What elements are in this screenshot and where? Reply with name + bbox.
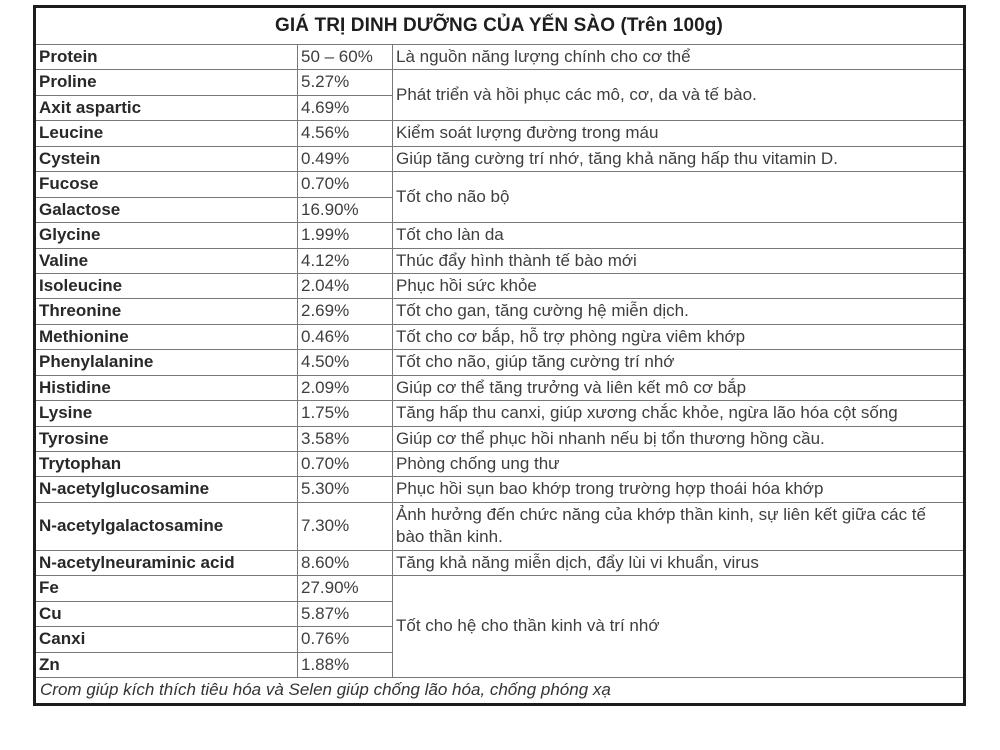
table-row: Canxi 0.76%	[34, 626, 965, 653]
table-row: Isoleucine 2.04% Phục hồi sức khỏe	[34, 272, 965, 300]
nutrient-name-cell: Fe	[34, 575, 298, 602]
nutrient-name-cell: Leucine	[34, 120, 298, 147]
nutrient-description-cell: Thúc đẩy hình thành tế bào mới	[392, 247, 965, 274]
nutrient-description-cell: Phòng chống ung thư	[392, 450, 965, 478]
nutrient-description-cell: Tăng hấp thu canxi, giúp xương chắc khỏe…	[392, 400, 965, 427]
nutrient-name-cell: Tyrosine	[34, 425, 298, 453]
footnote-row: Crom giúp kích thích tiêu hóa và Selen g…	[34, 676, 965, 705]
nutrient-value-cell: 5.27%	[297, 69, 393, 96]
nutrient-value-cell: 1.88%	[297, 651, 393, 678]
table-row: Cu 5.87%	[34, 600, 965, 628]
nutrient-value-cell: 2.04%	[297, 272, 393, 300]
nutrient-name-cell: Cu	[34, 600, 298, 628]
nutrient-name-cell: Galactose	[34, 196, 298, 224]
nutrient-name-cell: N-acetylglucosamine	[34, 476, 298, 503]
nutrient-name-cell: Threonine	[34, 298, 298, 325]
nutrient-name-cell: Lysine	[34, 400, 298, 427]
nutrient-value-cell: 0.70%	[297, 450, 393, 478]
nutrient-name-cell: Isoleucine	[34, 272, 298, 300]
table-row: Axit aspartic 4.69%	[34, 94, 965, 122]
nutrient-description-cell: Giúp cơ thể tăng trưởng và liên kết mô c…	[392, 374, 965, 402]
nutrition-table: GIÁ TRỊ DINH DƯỠNG CỦA YẾN SÀO (Trên 100…	[33, 5, 966, 706]
nutrition-table-container: GIÁ TRỊ DINH DƯỠNG CỦA YẾN SÀO (Trên 100…	[33, 5, 966, 706]
nutrient-value-cell: 16.90%	[297, 196, 393, 224]
nutrient-name-cell: Canxi	[34, 626, 298, 653]
nutrient-value-cell: 0.70%	[297, 171, 393, 198]
table-row: Phenylalanine 4.50% Tốt cho não, giúp tăng…	[34, 349, 965, 376]
nutrient-description-cell: Tốt cho gan, tăng cường hệ miễn dịch.	[392, 298, 965, 325]
nutrient-name-cell: Axit aspartic	[34, 94, 298, 122]
nutrient-value-cell: 0.49%	[297, 145, 393, 173]
nutrient-name-cell: Glycine	[34, 222, 298, 249]
nutrient-description-cell: Tốt cho não bộ	[392, 171, 965, 224]
nutrient-value-cell: 4.56%	[297, 120, 393, 147]
nutrient-value-cell: 0.76%	[297, 626, 393, 653]
nutrient-value-cell: 3.58%	[297, 425, 393, 453]
table-row: Protein 50 – 60% Là nguồn năng lượng chính…	[34, 43, 965, 71]
table-row: Proline 5.27% Phát triển và hồi phục các m…	[34, 69, 965, 122]
table-row: Histidine 2.09% Giúp cơ thể tăng trưởng và…	[34, 374, 965, 402]
nutrient-value-cell: 2.69%	[297, 298, 393, 325]
table-row: Fe 27.90% Tốt cho hệ cho thần kinh và trí …	[34, 575, 965, 678]
nutrient-description-cell: Tốt cho hệ cho thần kinh và trí nhớ	[392, 575, 965, 678]
nutrient-name-cell: Valine	[34, 247, 298, 274]
table-row: Methionine 0.46% Tốt cho cơ bắp, hỗ trợ ph…	[34, 323, 965, 351]
nutrient-description-cell: Phục hồi sức khỏe	[392, 272, 965, 300]
table-title: GIÁ TRỊ DINH DƯỠNG CỦA YẾN SÀO (Trên 100…	[34, 6, 965, 45]
table-footnote: Crom giúp kích thích tiêu hóa và Selen g…	[34, 676, 965, 705]
table-row: Valine 4.12% Thúc đẩy hình thành tế bào mớ…	[34, 247, 965, 274]
title-row: GIÁ TRỊ DINH DƯỠNG CỦA YẾN SÀO (Trên 100…	[34, 6, 965, 45]
nutrient-description-cell: Tăng khả năng miễn dịch, đẩy lùi vi khuẩ…	[392, 549, 965, 577]
nutrient-name-cell: Cystein	[34, 145, 298, 173]
nutrient-name-cell: Fucose	[34, 171, 298, 198]
nutrient-name-cell: Proline	[34, 69, 298, 96]
nutrient-description-cell: Giúp cơ thể phục hồi nhanh nếu bị tổn th…	[392, 425, 965, 453]
table-row: Glycine 1.99% Tốt cho làn da	[34, 222, 965, 249]
nutrient-description-cell: Ảnh hưởng đến chức năng của khớp thần ki…	[392, 501, 965, 551]
nutrient-description-cell: Tốt cho não, giúp tăng cường trí nhớ	[392, 349, 965, 376]
nutrient-value-cell: 5.87%	[297, 600, 393, 628]
nutrient-description-cell: Là nguồn năng lượng chính cho cơ thể	[392, 43, 965, 71]
nutrient-description-cell: Giúp tăng cường trí nhớ, tăng khả năng h…	[392, 145, 965, 173]
nutrient-name-cell: N-acetylneuraminic acid	[34, 549, 298, 577]
table-row: Cystein 0.49% Giúp tăng cường trí nhớ, tăn…	[34, 145, 965, 173]
table-body: Protein 50 – 60% Là nguồn năng lượng chính…	[34, 43, 965, 678]
nutrient-name-cell: Methionine	[34, 323, 298, 351]
table-row: Fucose 0.70% Tốt cho não bộ	[34, 171, 965, 224]
nutrient-name-cell: Trytophan	[34, 450, 298, 478]
nutrient-value-cell: 4.12%	[297, 247, 393, 274]
table-row: Trytophan 0.70% Phòng chống ung thư	[34, 450, 965, 478]
nutrient-description-cell: Phục hồi sụn bao khớp trong trường hợp t…	[392, 476, 965, 503]
nutrient-name-cell: Histidine	[34, 374, 298, 402]
nutrient-value-cell: 27.90%	[297, 575, 393, 602]
table-row: Leucine 4.56% Kiểm soát lượng đường trong …	[34, 120, 965, 147]
nutrient-value-cell: 0.46%	[297, 323, 393, 351]
nutrient-value-cell: 7.30%	[297, 501, 393, 551]
nutrient-name-cell: Zn	[34, 651, 298, 678]
nutrient-name-cell: Protein	[34, 43, 298, 71]
table-row: Tyrosine 3.58% Giúp cơ thể phục hồi nhanh …	[34, 425, 965, 453]
nutrient-name-cell: N-acetylgalactosamine	[34, 501, 298, 551]
nutrient-value-cell: 5.30%	[297, 476, 393, 503]
nutrient-value-cell: 4.50%	[297, 349, 393, 376]
table-row: Zn 1.88%	[34, 651, 965, 678]
nutrient-description-cell: Tốt cho làn da	[392, 222, 965, 249]
nutrient-value-cell: 2.09%	[297, 374, 393, 402]
table-row: Galactose 16.90%	[34, 196, 965, 224]
table-row: N-acetylgalactosamine 7.30% Ảnh hưởng đến …	[34, 501, 965, 551]
nutrient-value-cell: 8.60%	[297, 549, 393, 577]
nutrient-value-cell: 50 – 60%	[297, 43, 393, 71]
nutrient-value-cell: 4.69%	[297, 94, 393, 122]
nutrient-description-cell: Tốt cho cơ bắp, hỗ trợ phòng ngừa viêm k…	[392, 323, 965, 351]
nutrient-value-cell: 1.99%	[297, 222, 393, 249]
nutrient-description-cell: Phát triển và hồi phục các mô, cơ, da và…	[392, 69, 965, 122]
table-row: Threonine 2.69% Tốt cho gan, tăng cường hệ…	[34, 298, 965, 325]
nutrient-name-cell: Phenylalanine	[34, 349, 298, 376]
table-row: N-acetylneuraminic acid 8.60% Tăng khả năn…	[34, 549, 965, 577]
table-row: N-acetylglucosamine 5.30% Phục hồi sụn bao…	[34, 476, 965, 503]
nutrient-description-cell: Kiểm soát lượng đường trong máu	[392, 120, 965, 147]
table-row: Lysine 1.75% Tăng hấp thu canxi, giúp xươn…	[34, 400, 965, 427]
nutrient-value-cell: 1.75%	[297, 400, 393, 427]
